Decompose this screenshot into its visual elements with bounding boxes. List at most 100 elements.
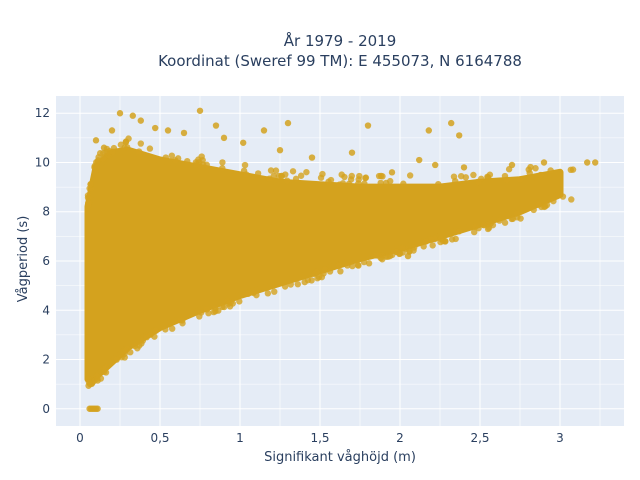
scatter-point (152, 124, 159, 132)
scatter-point (429, 242, 436, 249)
scatter-point (450, 173, 458, 180)
scatter-point (284, 119, 292, 127)
y-axis-title: Vågperiod (s) (16, 216, 31, 303)
scatter-point (287, 281, 294, 288)
scatter-point (362, 174, 370, 181)
scatter-point (336, 181, 343, 188)
scatter-point (516, 176, 524, 183)
scatter-point (326, 268, 334, 275)
scatter-point (179, 320, 186, 327)
scatter-point (517, 215, 524, 222)
scatter-point (428, 236, 435, 243)
scatter-point (184, 157, 191, 165)
scatter-point (162, 326, 169, 333)
y-axis-ticks: 0 2 4 6 8 10 12 (35, 106, 50, 416)
scatter-point (425, 127, 432, 134)
scatter-point (321, 266, 329, 273)
scatter-point (396, 250, 404, 257)
scatter-point (377, 179, 384, 187)
y-tick-label: 4 (42, 303, 50, 317)
scatter-point (282, 171, 289, 178)
scatter-point (448, 119, 455, 127)
scatter-point (100, 144, 108, 151)
scatter-point (448, 236, 456, 243)
scatter-point (542, 203, 549, 210)
scatter-point (404, 252, 412, 260)
scatter-point (386, 252, 394, 260)
scatter-point (240, 167, 248, 174)
scatter-point (489, 221, 497, 229)
scatter-point (508, 161, 516, 169)
scatter-point (129, 112, 136, 119)
scatter-point (205, 309, 212, 317)
scatter-point (260, 127, 268, 134)
scatter-point (420, 243, 427, 250)
scatter-point (219, 159, 226, 166)
x-axis-title: Signifikant våghöjd (m) (264, 450, 416, 465)
scatter-point (219, 164, 226, 172)
scatter-point (146, 145, 154, 152)
scatter-point (110, 144, 118, 152)
scatter-point (480, 221, 487, 229)
scatter-point (283, 177, 291, 184)
scatter-point (317, 174, 325, 181)
scatter-point (168, 325, 176, 332)
scatter-point (244, 290, 252, 298)
scatter-point (104, 151, 112, 159)
scatter-point (94, 405, 101, 412)
y-tick-label: 0 (42, 402, 50, 416)
x-tick-label: 2 (396, 431, 404, 445)
scatter-point (272, 167, 280, 174)
scatter-point (501, 219, 509, 226)
y-tick-label: 8 (42, 205, 50, 219)
scatter-point (303, 168, 310, 176)
scatter-point (92, 137, 100, 144)
scatter-point (345, 180, 353, 188)
scatter-point (139, 337, 147, 344)
chart-title-line2: Koordinat (Sweref 99 TM): E 455073, N 61… (158, 52, 522, 70)
scatter-point (540, 159, 548, 166)
scatter-point (297, 172, 305, 179)
scatter-point (180, 129, 188, 137)
scatter-point (472, 223, 479, 231)
scatter-point (406, 172, 414, 179)
scatter-point (584, 159, 591, 166)
scatter-point (355, 176, 362, 183)
scatter-point (422, 238, 430, 245)
scatter-point (113, 356, 120, 363)
scatter-point (253, 291, 260, 299)
scatter-point (212, 122, 220, 129)
scatter-point (220, 134, 228, 142)
scatter-point (471, 228, 478, 236)
scatter-point (435, 180, 442, 188)
scatter-point (432, 161, 439, 169)
scatter-point (220, 303, 228, 311)
x-tick-label: 3 (556, 431, 564, 445)
scatter-point (108, 127, 116, 134)
scatter-point (535, 201, 542, 208)
scatter-point (227, 298, 235, 306)
y-tick-label: 10 (35, 155, 50, 169)
scatter-point (275, 172, 283, 180)
scatter-point (537, 171, 544, 179)
scatter-point (530, 206, 537, 214)
scatter-point (341, 173, 348, 181)
scatter-point (254, 170, 262, 177)
scatter-point (301, 278, 308, 286)
x-tick-label: 2,5 (470, 431, 489, 445)
scatter-point (532, 165, 539, 172)
scatter-point (456, 228, 463, 235)
scatter-point (318, 273, 326, 281)
scatter-point (91, 162, 98, 170)
scatter-point (460, 164, 468, 171)
scatter-point (94, 375, 101, 382)
scatter-point (152, 327, 159, 334)
scatter-point (382, 179, 390, 187)
scatter-point (137, 117, 144, 124)
scatter-point (496, 217, 503, 224)
scatter-point (484, 174, 492, 181)
scatter-point (364, 122, 372, 129)
scatter-point (377, 254, 385, 262)
scatter-point (550, 197, 557, 205)
